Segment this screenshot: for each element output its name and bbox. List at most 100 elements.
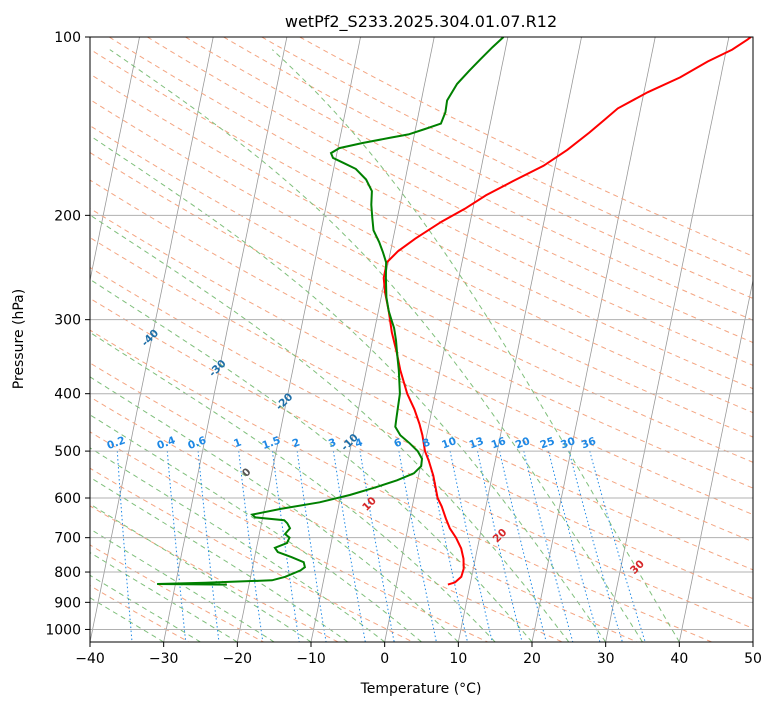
dry-adiabat-line bbox=[90, 98, 753, 438]
dry-adiabat-line bbox=[108, 37, 753, 366]
mixing-ratio-line bbox=[568, 450, 623, 642]
mixing-ratio-label: 10 bbox=[440, 435, 458, 451]
isotherm-line bbox=[163, 37, 288, 642]
mixing-ratio-label: 1 bbox=[232, 436, 243, 450]
mixing-ratio-label: 2 bbox=[291, 436, 302, 450]
mixing-ratio-label: 13 bbox=[468, 435, 486, 451]
x-tick-label: 50 bbox=[744, 651, 762, 667]
moist-adiabat-line bbox=[109, 49, 643, 642]
dry-adiabat-line bbox=[90, 585, 190, 642]
mixing-ratio-label: 8 bbox=[421, 436, 432, 450]
mixing-ratio-label: 30 bbox=[559, 435, 577, 451]
dry-adiabat-line bbox=[90, 431, 488, 642]
dry-adiabat-label: 0 bbox=[240, 466, 254, 480]
isotherm-line bbox=[457, 37, 582, 642]
background-line-labels: 0.2 0.4 0.6 1 1.5 2 3 4 6 8 10 13 16 20 25 30 36-40-30-2… bbox=[105, 327, 646, 577]
moist-adiabat-line bbox=[90, 503, 312, 642]
mixing-ratio-line bbox=[548, 450, 601, 642]
dry-adiabat-line bbox=[90, 151, 753, 489]
dry-adiabat-line bbox=[90, 73, 753, 414]
moist-adiabat-label: -30 bbox=[207, 358, 229, 380]
dry-adiabat-line bbox=[90, 179, 753, 516]
x-tick-label: −10 bbox=[296, 651, 326, 667]
pressure-gridlines bbox=[90, 36, 753, 630]
dry-adiabat-line bbox=[90, 467, 414, 642]
plot-frame bbox=[89, 36, 754, 643]
chart-title: wetPf2_S233.2025.304.01.07.R12 bbox=[285, 12, 557, 32]
x-tick-label: −30 bbox=[149, 651, 179, 667]
y-tick-label: 800 bbox=[54, 565, 81, 581]
x-axis: −40 −30 −20 −10 0 10 20 30 40 50 bbox=[75, 642, 762, 667]
moist-adiabat-line bbox=[90, 278, 533, 642]
mixing-ratio-label: 0.6 bbox=[186, 434, 208, 452]
moist-adiabat-line bbox=[90, 597, 164, 642]
moist-adiabat-line bbox=[271, 49, 680, 642]
mixing-ratio-label: 25 bbox=[539, 435, 557, 451]
dry-adiabat-line bbox=[90, 266, 753, 600]
y-tick-label: 1000 bbox=[45, 622, 81, 638]
mixing-ratio-label: 36 bbox=[580, 435, 598, 451]
temperature-profile-line bbox=[382, 37, 752, 586]
y-tick-label: 900 bbox=[54, 595, 81, 611]
dry-adiabat-line bbox=[90, 505, 339, 642]
mixing-ratio-label: 16 bbox=[490, 435, 508, 451]
dry-adiabat-line bbox=[90, 297, 753, 629]
moist-adiabat-line bbox=[90, 528, 275, 642]
dry-adiabat-label: 30 bbox=[628, 558, 647, 577]
mixing-ratio-line bbox=[589, 450, 646, 642]
isotherm-line bbox=[236, 37, 361, 642]
mixing-ratio-line bbox=[449, 450, 493, 642]
y-axis-label: Pressure (hPa) bbox=[11, 289, 27, 389]
dewpoint-profile-line bbox=[157, 37, 505, 586]
mixing-ratio-line bbox=[238, 451, 264, 642]
dry-adiabat-line bbox=[90, 329, 712, 642]
dry-adiabat-label: 20 bbox=[491, 526, 510, 545]
dry-adiabat-line bbox=[90, 207, 753, 543]
mixing-ratio-line bbox=[477, 450, 523, 642]
mixing-ratio-label: 4 bbox=[353, 436, 364, 450]
mixing-ratio-line bbox=[499, 450, 547, 642]
mixing-ratio-line bbox=[197, 451, 220, 642]
dry-adiabat-line bbox=[90, 236, 753, 571]
mixing-ratio-line bbox=[359, 451, 395, 642]
background-lines bbox=[0, 37, 753, 642]
mixing-ratio-label: 20 bbox=[514, 435, 532, 451]
moist-adiabat-line bbox=[90, 214, 570, 642]
mixing-ratio-label: 6 bbox=[392, 436, 403, 450]
dry-adiabat-line bbox=[90, 362, 638, 642]
mixing-ratio-line bbox=[426, 451, 468, 642]
isotherm-line bbox=[0, 37, 66, 642]
isotherm-line bbox=[605, 37, 730, 642]
x-tick-label: 10 bbox=[449, 651, 467, 667]
y-tick-label: 600 bbox=[54, 491, 81, 507]
x-tick-label: −40 bbox=[75, 651, 105, 667]
y-tick-label: 500 bbox=[54, 444, 81, 460]
y-tick-label: 300 bbox=[54, 313, 81, 329]
sounding-profiles bbox=[157, 37, 752, 586]
mixing-ratio-line bbox=[398, 451, 437, 642]
y-axis: 100 200 300 400 500 600 700 800 900 1000 bbox=[45, 30, 90, 638]
dry-adiabat-line bbox=[223, 37, 753, 300]
x-tick-label: 20 bbox=[523, 651, 541, 667]
mixing-ratio-label: 3 bbox=[327, 436, 338, 450]
moist-adiabat-line bbox=[90, 476, 349, 642]
x-tick-label: 30 bbox=[597, 651, 615, 667]
mixing-ratio-line bbox=[271, 451, 300, 642]
dry-adiabat-line bbox=[147, 37, 753, 344]
isotherm-line bbox=[678, 278, 753, 642]
x-axis-label: Temperature (°C) bbox=[360, 681, 482, 697]
y-tick-label: 200 bbox=[54, 208, 81, 224]
x-tick-label: 40 bbox=[670, 651, 688, 667]
mixing-ratio-label: 0.2 bbox=[105, 434, 127, 452]
y-tick-label: 400 bbox=[54, 387, 81, 403]
dry-adiabat-line bbox=[90, 125, 753, 463]
isotherm-line bbox=[752, 640, 753, 642]
dry-adiabat-line bbox=[90, 544, 264, 642]
moist-adiabat-line bbox=[90, 135, 607, 642]
y-tick-label: 100 bbox=[54, 30, 81, 46]
moist-adiabat-line bbox=[90, 331, 496, 642]
y-tick-label: 700 bbox=[54, 531, 81, 547]
moist-adiabat-label: -20 bbox=[274, 391, 296, 413]
